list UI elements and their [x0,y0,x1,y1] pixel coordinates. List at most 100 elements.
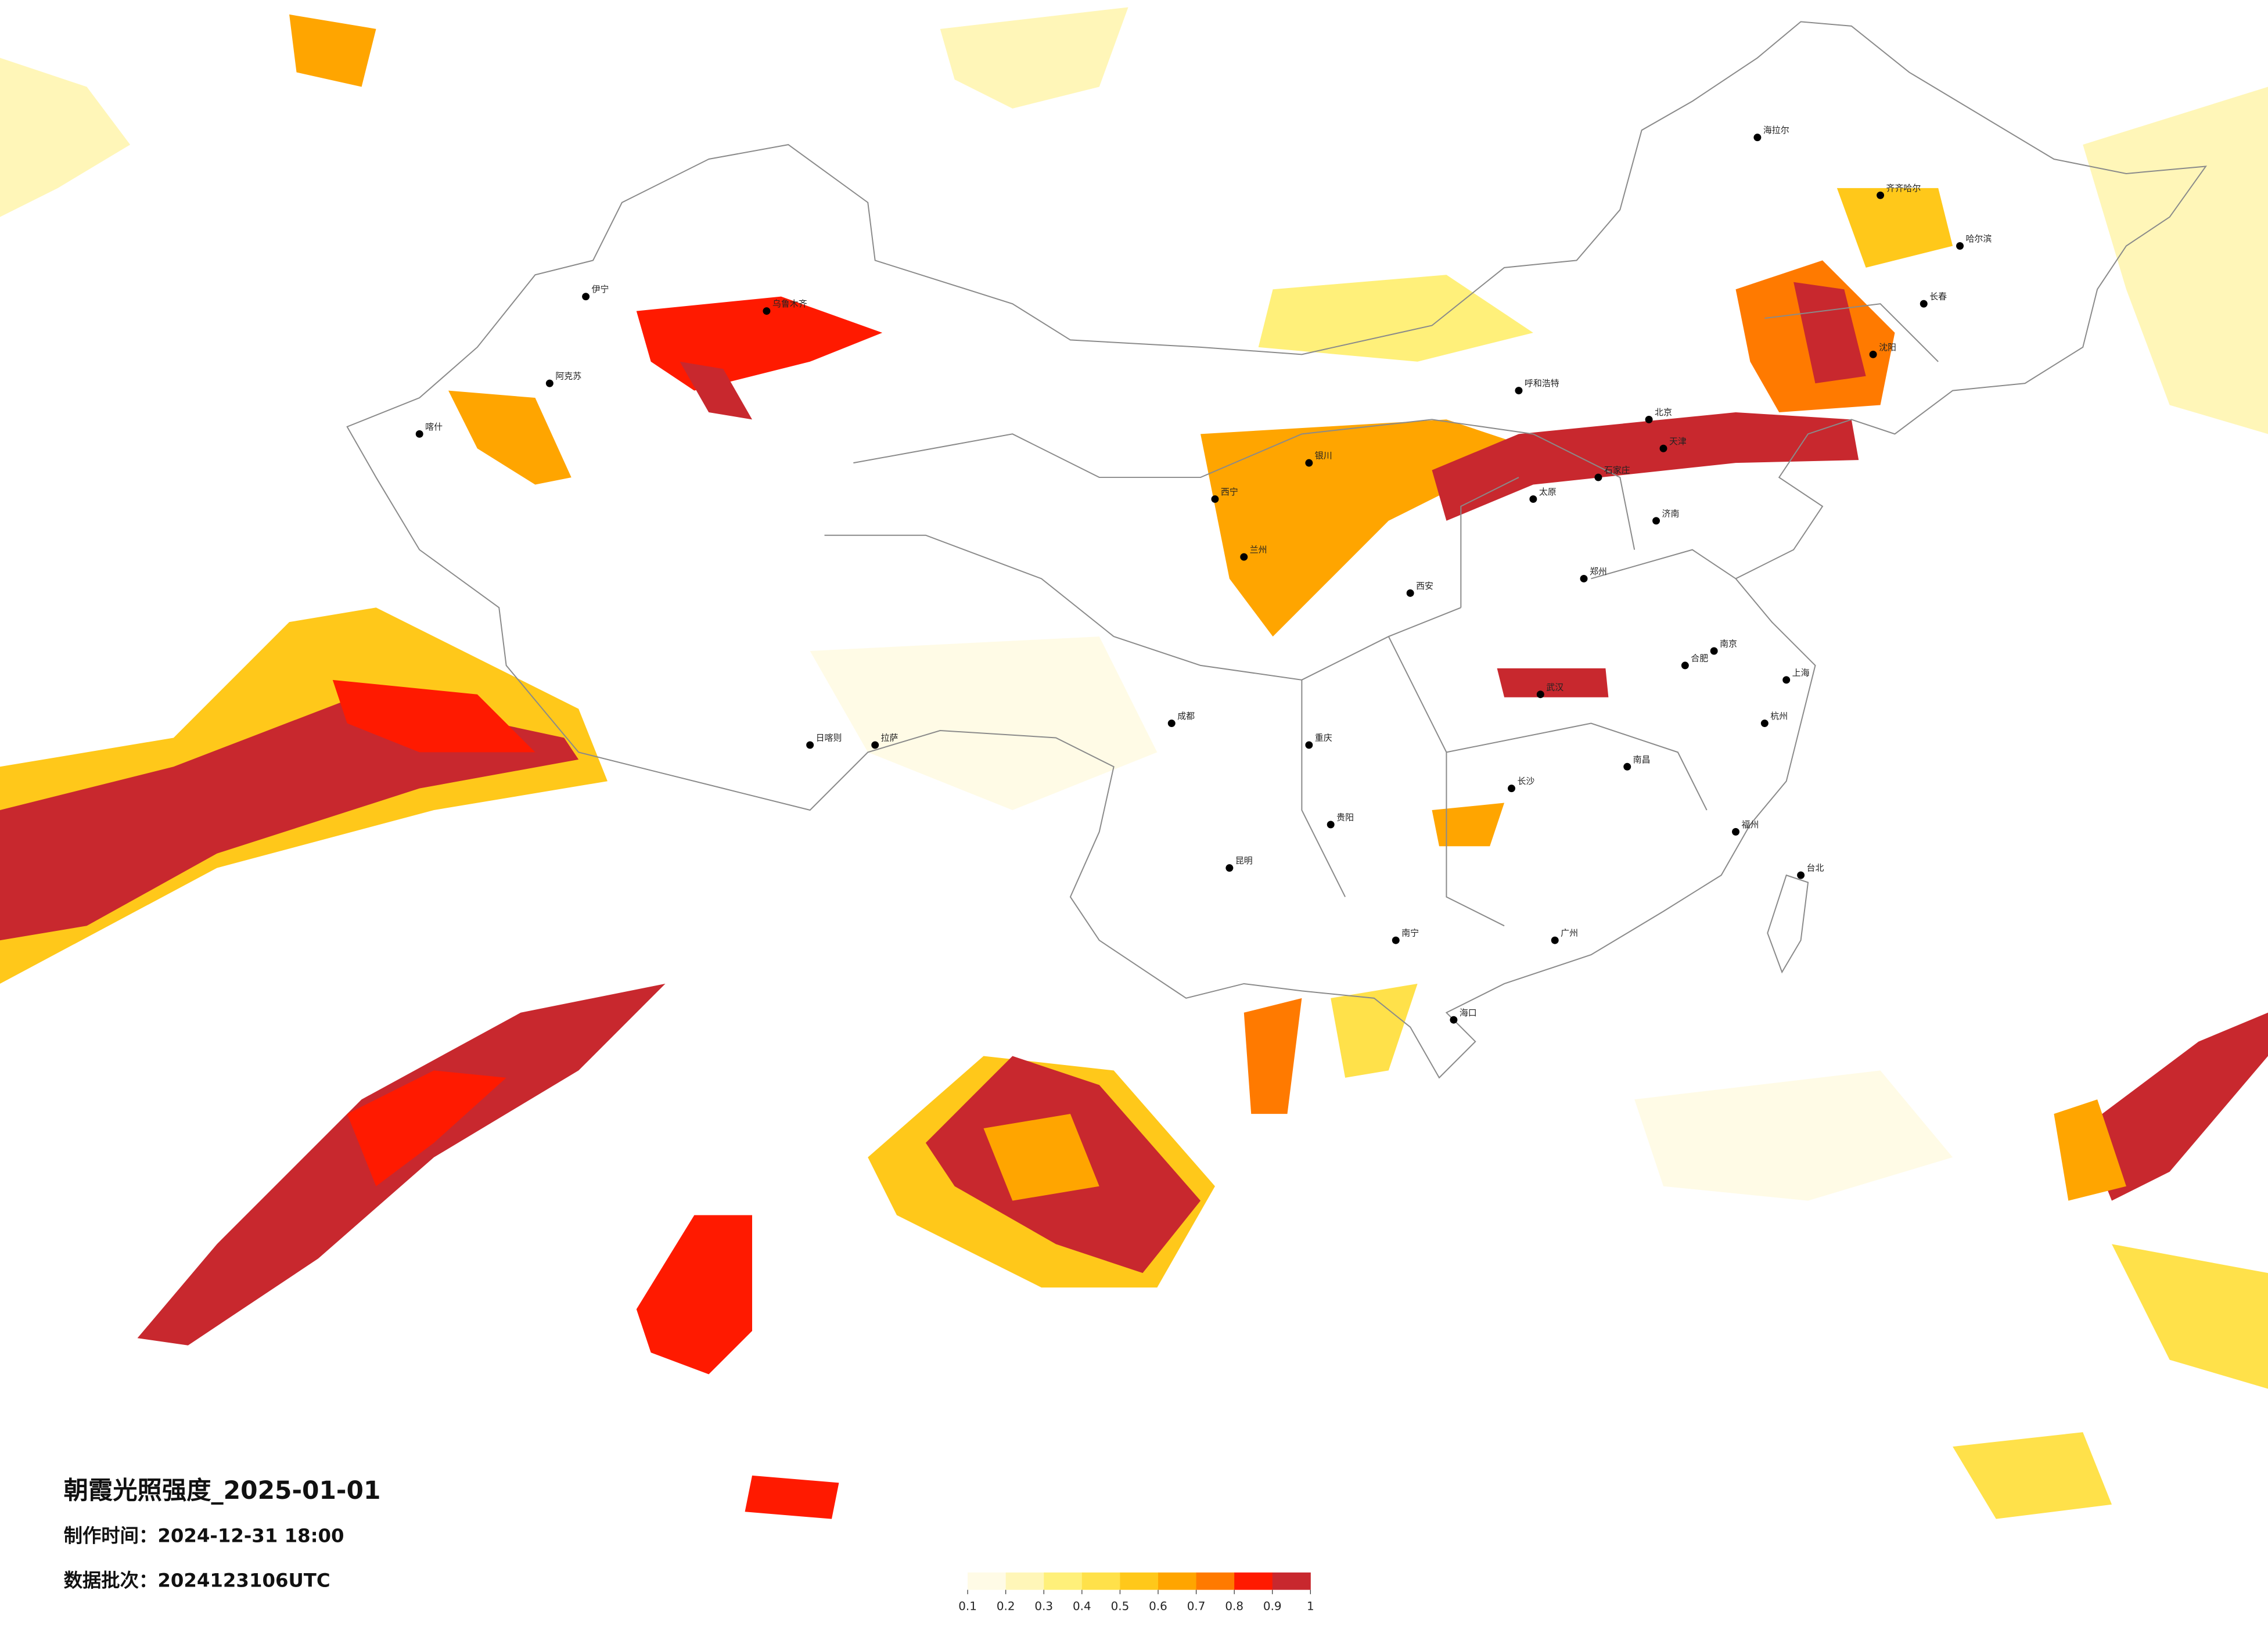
heat-layer [0,7,2268,1519]
heat-patch [1243,998,1302,1114]
legend-tick-label: 0.8 [1225,1600,1243,1613]
city-dot [1225,864,1234,872]
heat-patch [983,1114,1099,1201]
legend-tick-label: 0.2 [997,1600,1015,1613]
legend-tick-label: 0.6 [1149,1600,1167,1613]
city-label: 沈阳 [1879,342,1896,352]
heat-patch [0,694,579,941]
city-dot [1869,350,1877,358]
legend-swatch [1158,1572,1197,1590]
city-label: 台北 [1807,863,1824,873]
data-batch: 数据批次：2024123106UTC [64,1570,330,1592]
map-title: 朝霞光照强度_2025-01-01 [64,1476,381,1505]
borders [346,21,2207,1079]
legend-tick-label: 0.3 [1034,1600,1053,1613]
city-dot [1551,936,1559,944]
heat-patch [680,361,753,420]
city-dot [1515,387,1523,395]
city-dot [1167,720,1176,728]
heat-patch [636,1215,753,1375]
city-label: 呼和浩特 [1525,378,1559,388]
legend-tick-label: 1 [1307,1600,1314,1613]
made-time: 制作时间：2024-12-31 18:00 [64,1525,344,1547]
heat-patch [2054,1099,2126,1201]
city-dot [1508,785,1515,793]
heat-patch [2083,87,2268,434]
city-label: 长沙 [1517,776,1534,786]
city-dot [1211,495,1219,503]
city-dot [1877,191,1885,199]
city-label: 乌鲁木齐 [772,298,807,309]
heat-patch [1497,668,1609,697]
city-dot [1327,821,1335,829]
heat-patch [332,679,535,753]
city-label: 上海 [1792,667,1810,678]
city-label: 广州 [1561,928,1578,938]
city-label: 海拉尔 [1763,125,1789,135]
city-label: 济南 [1662,508,1680,519]
heat-patch [1258,275,1533,362]
city-dot [1732,828,1739,836]
city-dot [1753,134,1762,142]
heat-patch [289,14,376,87]
city-dot [806,741,814,749]
legend-swatch [968,1572,1007,1590]
city-dot [1240,553,1248,561]
city-label: 西安 [1416,581,1433,591]
heat-patch [347,1070,506,1186]
city-label: 日喀则 [816,732,842,743]
city-label: 拉萨 [881,732,898,743]
city-label: 贵阳 [1336,812,1354,822]
city-label: 哈尔滨 [1965,233,1992,244]
city-label: 重庆 [1315,732,1332,743]
city-label: 齐齐哈尔 [1886,183,1921,193]
city-label: 天津 [1669,436,1687,447]
city-label: 银川 [1315,451,1332,461]
city-dot [1623,762,1631,771]
city-dot [1392,936,1400,944]
city-dot [871,741,879,749]
legend-tick-label: 0.9 [1263,1600,1282,1613]
city-label: 石家庄 [1604,465,1630,476]
city-dot [1710,647,1718,655]
city-dot [1305,741,1313,749]
heat-patch [1432,412,1859,521]
city-dot [1797,871,1805,879]
city-dot [1594,473,1602,481]
city-label: 长春 [1929,292,1947,302]
city-dot [1645,415,1653,423]
city-label: 成都 [1177,711,1195,721]
city-dot [1406,589,1414,597]
city-label: 郑州 [1590,566,1607,577]
heat-patch [1953,1432,2112,1519]
heat-patch [1432,803,1505,847]
city-label: 伊宁 [592,284,609,294]
city-dot [545,379,553,387]
heat-patch [1836,188,1953,268]
city-label: 杭州 [1770,711,1788,721]
heat-patch [2083,1012,2268,1201]
taiwan-outline [1767,874,1809,974]
legend-tick-label: 0.4 [1073,1600,1091,1613]
city-dot [1450,1016,1458,1024]
city-dot [1782,676,1791,684]
city-label: 北京 [1655,407,1672,418]
legend-swatch [1196,1572,1235,1590]
city-label: 南宁 [1401,928,1419,938]
city-dot [1580,574,1588,582]
city-label: 武汉 [1546,682,1563,692]
city-label: 阿克苏 [555,371,581,382]
heat-patch [810,636,1158,811]
heat-patch [2112,1244,2268,1389]
city-dot [1760,720,1769,728]
legend-swatch [1234,1572,1273,1590]
city-dot [1529,495,1537,503]
city-label: 昆明 [1235,855,1253,866]
legend-swatch [1272,1572,1311,1590]
city-label: 喀什 [425,422,443,432]
heat-patch [1634,1070,1953,1201]
city-dot [1652,517,1660,525]
